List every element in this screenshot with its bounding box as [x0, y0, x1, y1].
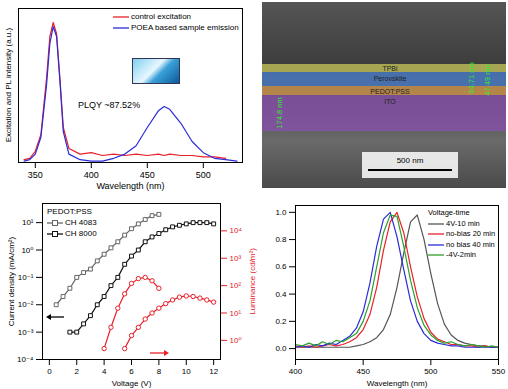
svg-text:10⁻⁴: 10⁻⁴: [17, 355, 34, 364]
html-text:PLQY ~87.52%: PLQY ~87.52%: [78, 100, 141, 110]
svg-text:0.8: 0.8: [275, 235, 287, 244]
html-text:Voltage-time: Voltage-time: [428, 208, 470, 217]
html-text:-4V-2min: -4V-2min: [446, 250, 476, 259]
svg-text:TPBi: TPBi: [382, 65, 398, 72]
svg-text:Perovskite: Perovskite: [374, 75, 407, 82]
svg-text:500: 500: [196, 170, 211, 180]
svg-text:500: 500: [424, 367, 438, 376]
svg-text:10¹: 10¹: [230, 309, 242, 318]
svg-text:0.2: 0.2: [275, 317, 287, 326]
svg-text:4: 4: [102, 367, 107, 376]
svg-text:PEDOT:PSS: PEDOT:PSS: [370, 88, 410, 95]
svg-text:47.49 nm: 47.49 nm: [483, 64, 492, 95]
html-text:no-bias 20 min: no-bias 20 min: [446, 229, 496, 238]
html-text:4V-10 min: 4V-10 min: [446, 218, 480, 228]
svg-text:400: 400: [289, 367, 303, 376]
svg-text:Wavelength (nm): Wavelength (nm): [96, 181, 164, 191]
html-text:no bias 40 min: no bias 40 min: [446, 239, 495, 249]
svg-text:174.8 nm: 174.8 nm: [275, 97, 284, 128]
svg-text:2: 2: [75, 367, 80, 376]
svg-text:6: 6: [129, 367, 134, 376]
svg-text:94.71 nm: 94.71 nm: [467, 62, 476, 93]
svg-text:10³: 10³: [230, 254, 242, 263]
html-text:control excitation: control excitation: [131, 12, 191, 21]
svg-text:Luminance (cd/m²): Luminance (cd/m²): [248, 248, 257, 315]
svg-text:400: 400: [84, 170, 99, 180]
html-text:POEA based sample emission: POEA based sample emission: [131, 23, 239, 32]
svg-text:0.0: 0.0: [275, 344, 287, 353]
svg-text:10: 10: [182, 367, 191, 376]
html-text:PEDOT:PSS: PEDOT:PSS: [47, 207, 92, 216]
html-text:CH 8000: CH 8000: [65, 229, 97, 238]
svg-text:10¹: 10¹: [22, 218, 34, 227]
svg-text:450: 450: [140, 170, 155, 180]
svg-text:0.6: 0.6: [275, 262, 287, 271]
svg-text:10⁰: 10⁰: [21, 246, 33, 255]
svg-text:350: 350: [28, 170, 43, 180]
svg-text:ITO: ITO: [384, 98, 396, 105]
svg-text:0: 0: [47, 367, 52, 376]
svg-text:0.4: 0.4: [275, 290, 287, 299]
svg-text:Voltage (V): Voltage (V): [112, 379, 152, 388]
svg-text:10²: 10²: [230, 281, 242, 290]
svg-text:10⁰: 10⁰: [230, 336, 242, 345]
svg-text:450: 450: [356, 367, 370, 376]
svg-text:Wavelength (nm): Wavelength (nm): [367, 379, 428, 388]
svg-text:550: 550: [492, 367, 506, 376]
svg-text:8: 8: [157, 367, 162, 376]
html-text:Excitation and PL intensity (a: Excitation and PL intensity (a.u.): [3, 27, 13, 143]
svg-text:1.0: 1.0: [275, 208, 287, 217]
svg-text:500 nm: 500 nm: [397, 156, 424, 165]
svg-text:10⁴: 10⁴: [230, 226, 243, 235]
svg-text:10⁻²: 10⁻²: [18, 300, 34, 309]
svg-text:10⁻³: 10⁻³: [18, 328, 34, 337]
svg-text:Current density (mA/cm²): Current density (mA/cm²): [7, 236, 16, 326]
svg-text:12: 12: [209, 367, 218, 376]
html-text:CH 4083: CH 4083: [65, 218, 97, 227]
svg-text:10⁻¹: 10⁻¹: [18, 273, 34, 282]
